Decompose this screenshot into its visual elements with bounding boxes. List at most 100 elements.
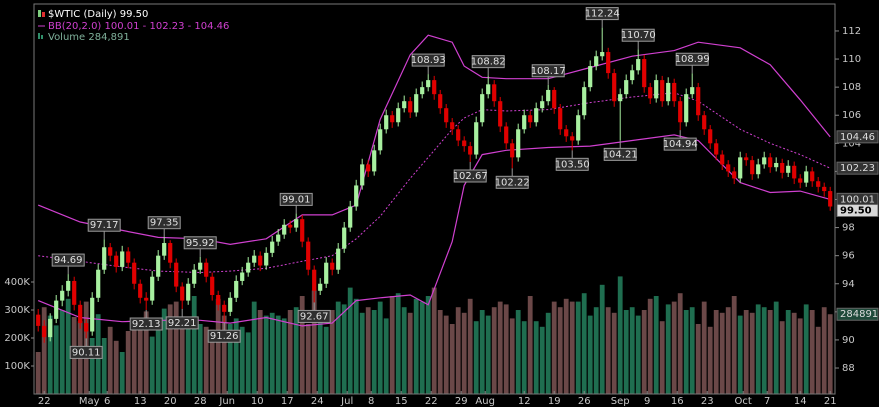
candle-body [246,262,251,273]
badge-middle [836,161,879,175]
volume-bar [305,324,311,394]
annotation-box [207,329,241,343]
candle-body [240,272,245,281]
volume-bar [641,310,647,394]
candle-body [714,143,719,155]
candle-body [498,101,503,127]
candle-body [732,171,737,179]
y-tick-label: 110 [842,54,861,65]
candle-body [768,157,773,168]
candle-body [600,52,605,57]
annotation-box [603,147,637,161]
volume-bar [689,307,695,394]
candle-body [384,115,389,130]
candle-body [594,56,599,67]
volume-bar [797,318,803,394]
candle-body [360,164,365,186]
x-tick-label: 14 [794,396,807,407]
volume-bar [695,324,701,394]
badge-upper [836,130,879,144]
annotation-box [297,309,331,323]
volume-bar [623,310,629,394]
badge-last [836,204,879,218]
candle-body [288,224,293,228]
annotation-box [129,317,163,331]
candle-body [72,280,77,305]
candle-body [66,280,71,291]
volume-bar [41,307,47,394]
volume-bar [773,301,779,394]
candle-body [114,255,119,267]
candle-body [204,262,209,277]
x-tick-label: 12 [518,396,531,407]
volume-bar [221,315,227,394]
annotation-label: 92.67 [300,311,329,322]
candle-body [534,108,539,123]
candle-body [144,297,149,301]
x-tick-label: 15 [395,396,408,407]
annotation-label: 92.21 [168,318,197,329]
candle-body [96,269,101,298]
volume-bar [131,321,137,394]
volume-bar [101,338,107,394]
volume-bar [659,321,665,394]
candle-body [414,94,419,113]
volume-bar [473,321,479,394]
annotation-label: 108.93 [411,55,446,66]
x-tick-label: Jul [340,396,353,407]
x-tick-label: 6 [104,396,110,407]
candle-body [54,300,59,319]
candle-body [666,82,671,102]
candle-body [258,255,263,266]
candle-body [456,129,461,141]
x-tick-label: 20 [164,396,177,407]
volume-bar [605,307,611,394]
candle-body [312,269,317,291]
candle-body [822,186,827,192]
annotations: 94.69 90.11 97.17 92.13 97.35 92.21 95.92 91.26… [51,7,710,359]
annotation-label: 97.17 [90,220,119,231]
candle-body [210,276,215,295]
candle-body [378,129,383,151]
volume-bar [203,326,209,394]
candle-body [468,146,473,155]
candle-body [540,101,545,109]
y-tick-label: 88 [842,363,855,374]
annotation-box [183,236,217,250]
volume-bar [431,287,437,394]
volume-bar [437,310,443,394]
candle-body [684,94,689,123]
candle-body [228,297,233,312]
annotation-box [69,345,103,359]
candle-body [702,115,707,130]
volume-bar [293,307,299,394]
x-tick-label: 22 [425,396,438,407]
candle-body [132,262,137,284]
annotation-label: 91.26 [210,331,239,342]
candle-body [696,87,701,116]
x-tick-label: 22 [38,396,51,407]
volume-bar [491,307,497,394]
candle-body [672,82,677,102]
candle-body [558,108,563,130]
x-tick-label: 17 [281,396,294,407]
volume-bar [47,315,53,394]
candle-body [570,136,575,141]
candle-body [564,129,569,137]
volume-bar [377,301,383,394]
x-tick-label: 10 [251,396,264,407]
x-tick-label: May [79,396,100,407]
legend-price: $WTIC (Daily) 99.50 [48,9,148,20]
candle-body [744,157,749,161]
volume-bar [455,307,461,394]
volume-bar [713,310,719,394]
volume-bar [401,307,407,394]
volume-bar [365,307,371,394]
candle-body [372,150,377,172]
volume-bar [647,298,653,394]
volume-bar [329,310,335,394]
volume-bar [461,312,467,394]
volume-bar [497,301,503,394]
volume-bar [179,317,185,394]
volume-bar [779,321,785,394]
